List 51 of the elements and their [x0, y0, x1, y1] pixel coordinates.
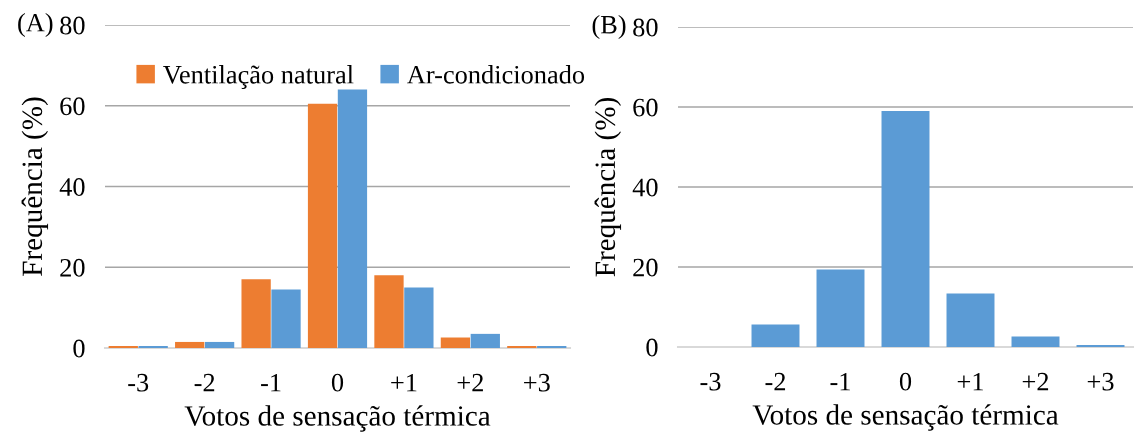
bar	[881, 111, 930, 347]
y-tick-label: 80	[60, 16, 85, 35]
x-tick-label: -2	[194, 373, 215, 392]
x-tick-label: +1	[391, 373, 417, 392]
x-axis-title: Votos de sensação térmica	[184, 405, 491, 432]
bar	[440, 337, 471, 348]
x-tick-label: +1	[957, 372, 983, 391]
bar	[108, 345, 138, 348]
text: (A)	[18, 13, 53, 37]
x-tick-label: -1	[830, 372, 850, 391]
x-tick-label: -1	[261, 373, 281, 392]
y-tick-label: 0	[646, 338, 658, 357]
x-tick-label: +2	[457, 373, 483, 392]
legend-label: Ar-condicionado	[407, 65, 585, 84]
bar	[271, 289, 301, 348]
bar	[946, 293, 995, 347]
y-tick-label: 40	[632, 178, 658, 197]
y-tick-label: 0	[73, 339, 85, 358]
x-tick-label: 0	[899, 372, 912, 391]
x-axis-title: Votos de sensação térmica	[752, 404, 1059, 431]
y-tick-label: 60	[633, 98, 658, 117]
y-axis-title: Frequência (%)	[21, 97, 49, 276]
x-tick-label: -3	[700, 372, 721, 391]
y-tick-label: 20	[60, 258, 85, 277]
y-tick-label: 40	[59, 178, 85, 196]
y-axis-title: Frequência (%)	[594, 97, 622, 277]
x-tick-label: 0	[331, 373, 344, 392]
y-tick-label: 80	[633, 18, 658, 37]
bar	[204, 341, 235, 348]
bar	[307, 103, 338, 348]
bar	[751, 324, 800, 347]
bar	[175, 341, 205, 348]
bar	[404, 287, 434, 348]
x-tick-label: -2	[765, 372, 786, 391]
bar	[1011, 336, 1060, 347]
x-tick-label: +3	[1087, 372, 1114, 391]
bar	[138, 345, 168, 348]
y-tick-label: 60	[60, 97, 85, 116]
bar	[337, 89, 368, 348]
x-tick-label: +3	[524, 373, 550, 392]
legend-label: Ventilação natural	[163, 65, 354, 89]
x-tick-label: -3	[128, 373, 149, 392]
bar	[470, 333, 500, 348]
text: (B)	[592, 15, 626, 39]
x-tick-label: +2	[1022, 372, 1049, 391]
bar	[507, 345, 537, 348]
y-tick-label: 20	[633, 258, 658, 277]
bar	[374, 275, 404, 348]
bar	[816, 269, 865, 347]
bar	[241, 279, 271, 348]
bar	[537, 345, 567, 348]
